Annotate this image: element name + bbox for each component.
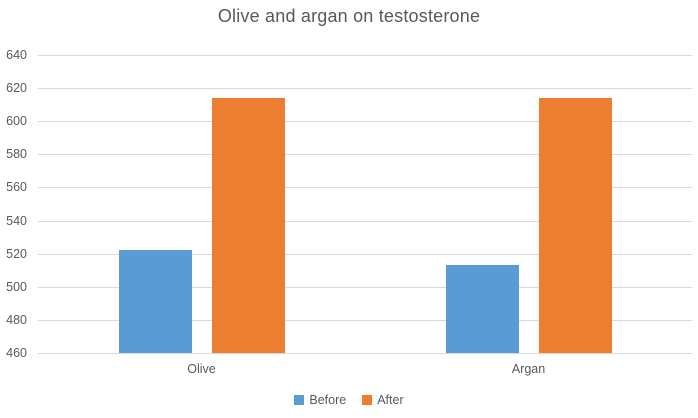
- gridline-640: [38, 55, 692, 56]
- gridline-460: [38, 353, 692, 354]
- bar-before-argan: [445, 265, 519, 353]
- y-tick-label-580: 580: [6, 147, 27, 162]
- bar-after-argan: [538, 98, 612, 353]
- x-tick-label-olive: Olive: [187, 362, 216, 376]
- chart-title: Olive and argan on testosterone: [217, 6, 481, 26]
- gridline-520: [38, 253, 692, 255]
- legend-item-after: After: [362, 393, 404, 407]
- gridline-480: [38, 319, 692, 321]
- y-axis: 640 620 600 580 560 540 520 500 480 460: [0, 48, 30, 360]
- y-tick-label-480: 480: [6, 312, 27, 327]
- legend-item-before: Before: [294, 393, 346, 407]
- gridline-580: [38, 154, 692, 156]
- y-tick-label-600: 600: [6, 114, 27, 129]
- legend: Before After: [0, 393, 698, 407]
- y-tick-label-540: 540: [6, 213, 27, 228]
- legend-label: Before: [309, 393, 347, 407]
- legend-label: After: [377, 393, 404, 407]
- bar-before-olive: [118, 250, 192, 353]
- gridline-600: [38, 121, 692, 123]
- x-axis: Olive Argan: [38, 362, 692, 378]
- y-tick-label-520: 520: [6, 246, 27, 261]
- legend-swatch-icon: [362, 395, 373, 405]
- x-tick-label-argan: Argan: [511, 362, 546, 376]
- y-tick-label-500: 500: [6, 279, 27, 294]
- gridline-620: [38, 88, 692, 90]
- legend-swatch-icon: [294, 395, 305, 405]
- gridline-540: [38, 220, 692, 222]
- y-tick-label-620: 620: [6, 81, 27, 96]
- bar-after-olive: [211, 98, 285, 353]
- plot-area: [38, 55, 692, 354]
- y-tick-label-460: 460: [6, 346, 27, 360]
- gridline-500: [38, 286, 692, 288]
- y-tick-label-640: 640: [6, 48, 27, 62]
- gridline-560: [38, 187, 692, 189]
- y-tick-label-560: 560: [6, 180, 27, 195]
